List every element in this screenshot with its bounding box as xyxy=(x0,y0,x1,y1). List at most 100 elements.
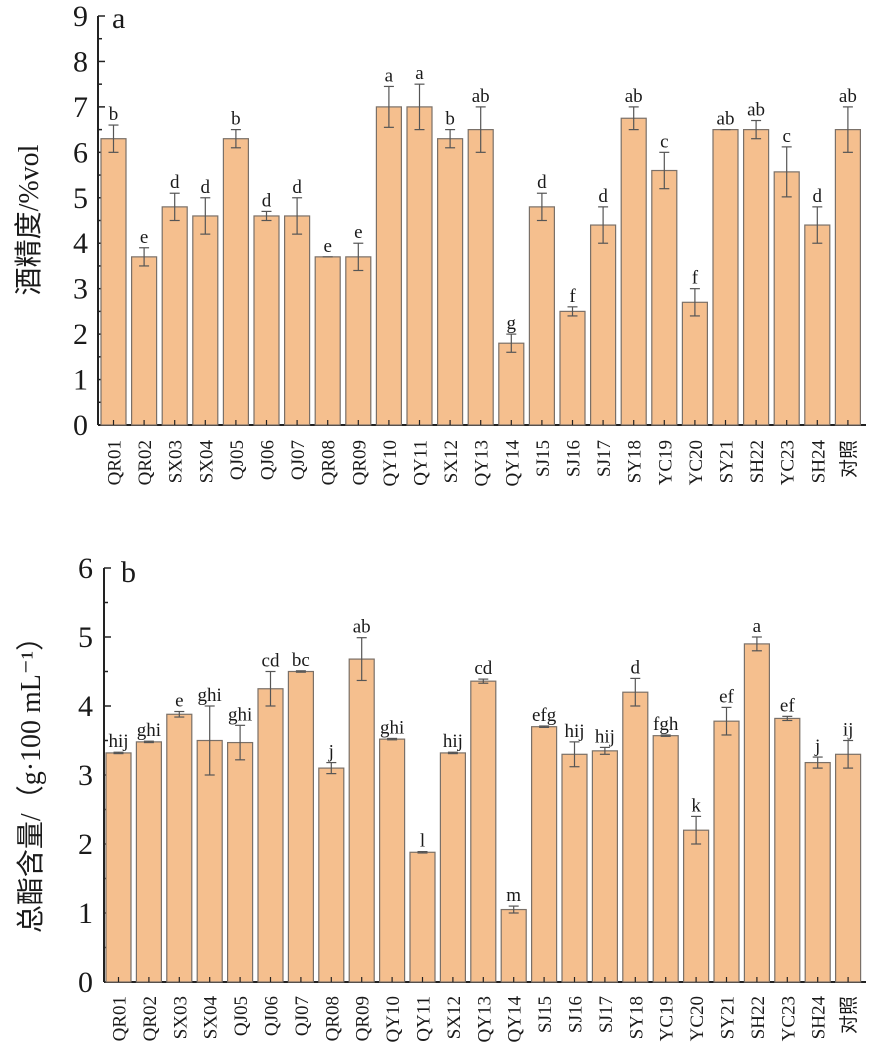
significance-label: j xyxy=(328,742,334,763)
significance-label: ij xyxy=(843,720,854,741)
significance-label: a xyxy=(753,616,762,637)
x-tick-label: YC20 xyxy=(687,996,708,1041)
x-tick-label: SJ17 xyxy=(594,440,615,477)
significance-label: ab xyxy=(625,86,643,107)
y-axis-label-b: 总酯含量/（g·100 mL⁻¹） xyxy=(15,623,47,933)
y-tick-label: 6 xyxy=(73,136,88,169)
bar xyxy=(773,171,800,426)
bar xyxy=(100,138,127,426)
x-tick-label: QR08 xyxy=(319,440,340,485)
x-tick-label: QY10 xyxy=(383,996,404,1042)
x-tick-label: QY13 xyxy=(472,440,493,486)
bar xyxy=(439,752,466,983)
bar xyxy=(131,256,158,426)
x-tick-label: YC19 xyxy=(655,440,676,485)
bar-group: ab QY13 xyxy=(467,86,494,486)
bar-group: b SX12 xyxy=(437,109,464,483)
bar-group: a SH22 xyxy=(743,616,771,1039)
significance-label: efg xyxy=(532,705,557,726)
x-tick-label: QJ06 xyxy=(262,996,283,1036)
bar-group: b QJ05 xyxy=(222,109,249,480)
bar-group: ghi QR02 xyxy=(135,720,162,1041)
bar-group: k YC20 xyxy=(682,795,710,1041)
bar xyxy=(379,738,406,983)
bar-group: d SX03 xyxy=(161,172,188,483)
x-tick-label: YC23 xyxy=(778,440,799,485)
significance-label: ab xyxy=(747,100,765,121)
x-tick-label: QJ07 xyxy=(292,996,313,1036)
significance-label: f xyxy=(692,268,699,289)
bar xyxy=(620,117,647,426)
bar-group: ab SY21 xyxy=(712,109,739,483)
bar-group: a QY11 xyxy=(406,63,433,486)
bar xyxy=(622,691,649,983)
y-tick-label: 4 xyxy=(73,227,88,260)
significance-label: d xyxy=(262,190,272,211)
bar-group: d QJ07 xyxy=(284,177,311,480)
bar xyxy=(591,750,619,983)
x-tick-label: 对照 xyxy=(838,440,860,478)
significance-label: b xyxy=(109,104,119,125)
bar-group: l QY11 xyxy=(409,831,436,1042)
bar xyxy=(318,767,345,983)
x-tick-label: SX03 xyxy=(170,996,191,1039)
x-tick-label: SJ17 xyxy=(596,996,617,1033)
bar-group: ab SY18 xyxy=(620,86,647,483)
significance-label: e xyxy=(354,222,362,243)
bar-group: e QR09 xyxy=(345,222,372,485)
significance-label: cd xyxy=(474,658,492,679)
bar-group: j QR08 xyxy=(318,742,345,1041)
bar xyxy=(105,752,132,983)
significance-label: ghi xyxy=(137,720,161,741)
significance-label: f xyxy=(569,286,576,307)
x-tick-label: 对照 xyxy=(838,996,860,1034)
significance-label: j xyxy=(814,736,820,757)
x-tick-label: SJ15 xyxy=(535,996,556,1033)
significance-label: hij xyxy=(443,731,463,752)
bar-group: ef YC23 xyxy=(774,695,801,1041)
bar xyxy=(257,688,284,983)
bar xyxy=(561,753,588,983)
bar xyxy=(284,215,311,426)
y-tick-label: 2 xyxy=(73,318,88,351)
significance-label: e xyxy=(323,236,331,257)
significance-label: ghi xyxy=(380,717,404,738)
bar xyxy=(742,129,770,426)
y-tick-label: 2 xyxy=(78,828,93,861)
bar-group: ab QR09 xyxy=(348,617,375,1041)
bar xyxy=(804,224,831,426)
x-tick-label: QJ05 xyxy=(227,440,248,480)
x-tick-label: SY21 xyxy=(717,440,738,483)
x-tick-label: SY21 xyxy=(718,996,739,1039)
bar-group: a QY10 xyxy=(375,65,402,486)
bar-group: cd QY13 xyxy=(470,658,497,1042)
x-tick-label: YC23 xyxy=(778,996,799,1041)
x-tick-label: SX04 xyxy=(196,440,217,484)
bar-group: d SJ17 xyxy=(589,186,617,477)
x-tick-label: QR09 xyxy=(349,440,370,485)
x-tick-label: SH22 xyxy=(748,996,769,1039)
bar xyxy=(375,106,402,426)
bar-group: e SX03 xyxy=(166,691,193,1039)
bar-group: hij QR01 xyxy=(105,731,132,1041)
significance-label: d xyxy=(292,177,302,198)
bar xyxy=(834,753,862,983)
bar-group: j SH24 xyxy=(804,736,831,1039)
bar xyxy=(804,761,831,983)
bar-group: ab 对照 xyxy=(834,86,862,478)
y-tick-label: 1 xyxy=(78,897,93,930)
bar-group: ghi SX04 xyxy=(196,685,223,1039)
x-tick-label: QJ07 xyxy=(288,440,309,480)
bar xyxy=(589,224,617,426)
bar-group: e QR02 xyxy=(131,227,158,485)
significance-label: c xyxy=(660,131,668,152)
x-tick-label: QR08 xyxy=(322,996,343,1041)
bar xyxy=(774,717,801,983)
significance-label: e xyxy=(175,691,183,712)
y-tick-label: 1 xyxy=(73,364,88,397)
x-tick-label: QY14 xyxy=(502,440,523,487)
x-tick-label: QY14 xyxy=(505,996,526,1043)
bar-group: d SX04 xyxy=(192,177,219,484)
x-tick-label: SX12 xyxy=(444,996,465,1039)
